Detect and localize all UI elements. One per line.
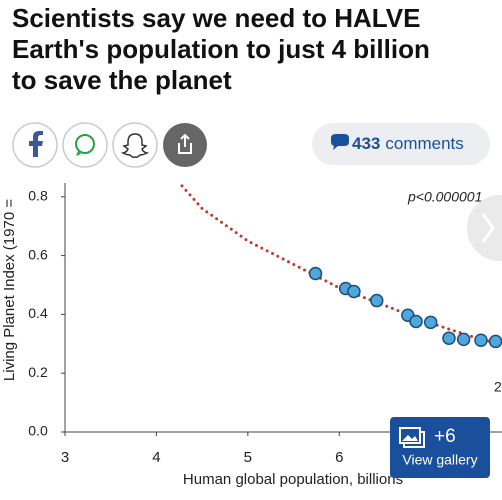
data-point (456, 332, 471, 347)
y-tick-label: 0.0 (28, 423, 48, 439)
data-point (409, 314, 423, 329)
data-point (442, 331, 456, 345)
data-point (488, 334, 502, 349)
gallery-button[interactable]: +6 View gallery (390, 417, 490, 478)
trend-line (180, 184, 501, 346)
data-point (308, 266, 323, 281)
x-axis-label: Human global population, billions (183, 471, 403, 488)
x-tick-label: 4 (152, 449, 160, 466)
x-tick-label: 6 (335, 449, 343, 466)
annotation: p<0.000001 (407, 189, 482, 205)
gallery-count: +6 (434, 426, 456, 447)
share-whatsapp[interactable] (62, 122, 108, 168)
share-facebook[interactable] (12, 122, 58, 168)
data-point (347, 284, 361, 299)
y-axis-label: Living Planet Index (1970 = (1, 199, 18, 381)
headline-line: Earth's population to just 4 billion (12, 34, 430, 64)
y-tick-label: 0.4 (28, 305, 48, 321)
x-tick-label: 5 (244, 449, 252, 466)
data-point (474, 333, 488, 348)
comments-button[interactable]: 433 comments (312, 123, 490, 165)
comments-text: 433 comments (352, 134, 464, 153)
x-tick-label: 3 (61, 449, 69, 466)
gallery-label: View gallery (402, 452, 477, 468)
comments-count: 433 (352, 134, 380, 153)
data-point (423, 315, 438, 330)
y-tick-label: 0.8 (28, 187, 48, 203)
data-point (370, 293, 384, 308)
headline-line: to save the planet (12, 65, 232, 95)
next-arrow[interactable] (467, 195, 502, 261)
chart: 0.0 0.2 0.4 0.6 0.8 3 4 5 6 Human global populati… (1, 183, 502, 488)
share-snapchat[interactable] (112, 122, 158, 168)
annotation: 2 (494, 379, 502, 395)
comments-label: comments (385, 134, 463, 153)
share-more[interactable] (163, 123, 207, 167)
y-tick-label: 0.6 (28, 246, 48, 262)
y-tick-label: 0.2 (28, 364, 48, 380)
headline-line: Scientists say we need to HALVE (12, 3, 420, 33)
